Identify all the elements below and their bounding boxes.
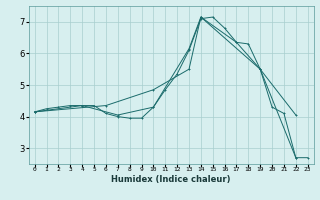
X-axis label: Humidex (Indice chaleur): Humidex (Indice chaleur)	[111, 175, 231, 184]
